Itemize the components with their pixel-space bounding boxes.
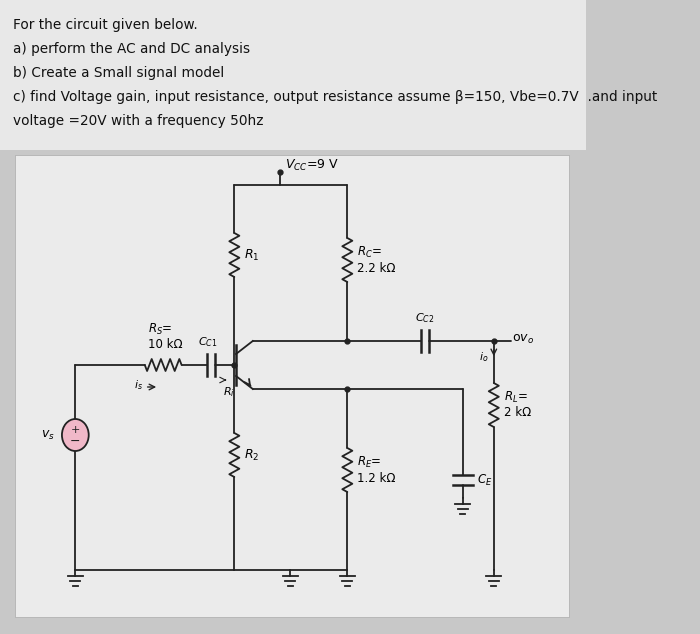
Text: $R_L$=: $R_L$= [504,389,528,404]
Text: voltage =20V with a frequency 50hz: voltage =20V with a frequency 50hz [13,114,264,128]
Circle shape [62,419,89,451]
Text: $R_2$: $R_2$ [244,448,260,463]
Text: $V_{CC}$=9 V: $V_{CC}$=9 V [285,157,339,172]
Text: For the circuit given below.: For the circuit given below. [13,18,198,32]
Text: $C_{C2}$: $C_{C2}$ [416,311,435,325]
Text: a) perform the AC and DC analysis: a) perform the AC and DC analysis [13,42,251,56]
Text: $R_1$: $R_1$ [244,247,260,262]
Text: $R_S$=: $R_S$= [148,322,172,337]
Bar [15,155,569,617]
Text: $R_E$=: $R_E$= [358,455,382,470]
Text: c) find Voltage gain, input resistance, output resistance assume β=150, Vbe=0.7V: c) find Voltage gain, input resistance, … [13,90,657,104]
Text: $R_C$=: $R_C$= [358,245,382,259]
Text: 2 kΩ: 2 kΩ [504,406,531,420]
Text: o$v_o$: o$v_o$ [512,332,534,346]
Text: −: − [70,434,80,448]
Text: $i_s$: $i_s$ [134,378,143,392]
Text: +: + [71,425,80,435]
Text: $v_s$: $v_s$ [41,429,55,441]
Text: 10 kΩ: 10 kΩ [148,338,183,351]
Text: $R_i$: $R_i$ [223,385,234,399]
Text: 1.2 kΩ: 1.2 kΩ [358,472,396,484]
Text: b) Create a Small signal model: b) Create a Small signal model [13,66,225,80]
Text: $i_o$: $i_o$ [480,350,489,364]
Text: 2.2 kΩ: 2.2 kΩ [358,261,396,275]
Text: $C_{C1}$: $C_{C1}$ [198,335,217,349]
Text: $C_E$: $C_E$ [477,472,493,488]
Bar [0,0,586,150]
